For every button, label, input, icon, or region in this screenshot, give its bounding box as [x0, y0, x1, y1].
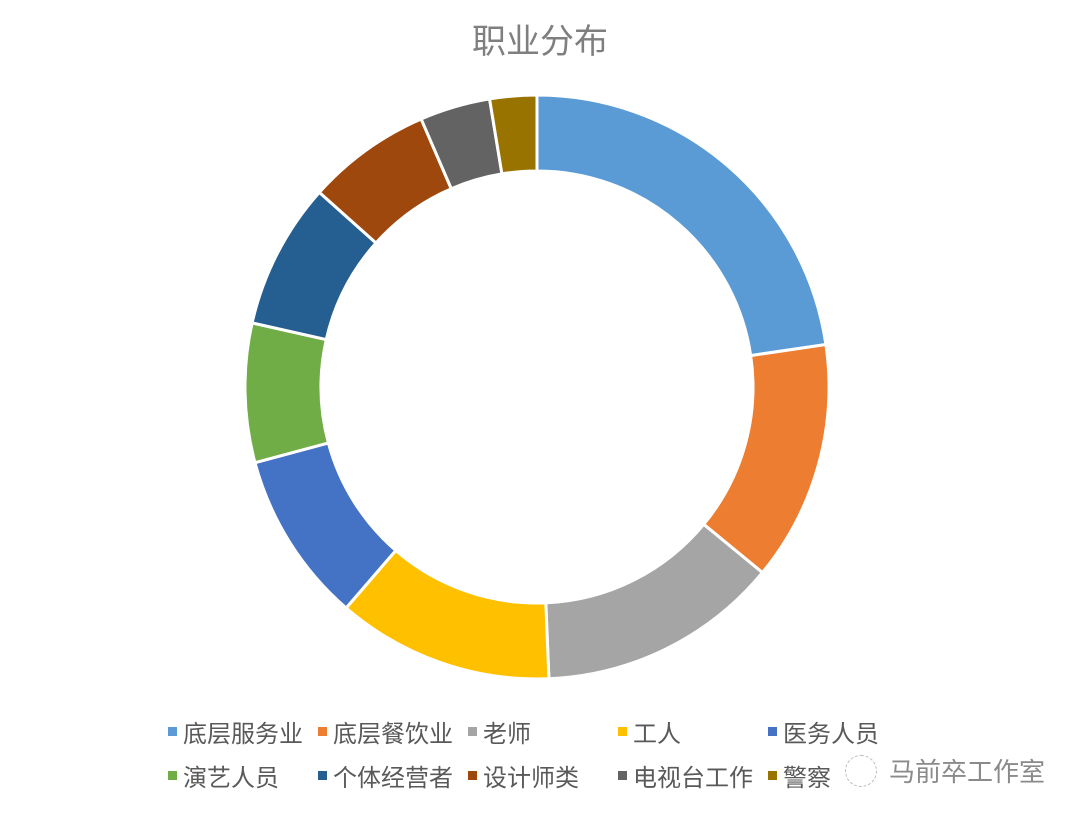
legend-swatch	[168, 770, 177, 780]
legend-swatch	[768, 726, 777, 736]
legend-item: 老师	[468, 716, 618, 748]
slice-3	[544, 522, 765, 681]
legend-item: 演艺人员	[168, 760, 318, 792]
legend-swatch	[618, 770, 627, 780]
watermark: 马前卒工作室	[845, 752, 1045, 789]
legend-swatch	[768, 770, 777, 780]
legend-label: 底层服务业	[183, 719, 303, 748]
legend-label: 工人	[633, 719, 681, 748]
legend-item: 设计师类	[468, 760, 618, 792]
legend-label: 医务人员	[783, 719, 879, 748]
legend-item: 电视台工作	[618, 760, 768, 792]
legend-swatch	[318, 726, 327, 736]
legend-item: 工人	[618, 716, 768, 748]
legend-label: 个体经营者	[333, 763, 453, 792]
watermark-text: 马前卒工作室	[889, 758, 1046, 788]
legend-item: 警察	[768, 760, 918, 792]
legend: 底层服务业 底层餐饮业 老师 工人 医务人员演艺人员 个体经营者 设计师类 电视台工作 警察	[168, 716, 928, 792]
chart-title: 职业分布	[472, 22, 608, 62]
legend-label: 警察	[783, 763, 831, 792]
slice-1	[535, 93, 828, 358]
wechat-icon	[845, 754, 877, 787]
slice-6	[243, 321, 331, 465]
legend-swatch	[318, 770, 327, 780]
legend-label: 演艺人员	[183, 763, 279, 792]
legend-item: 底层餐饮业	[318, 716, 468, 748]
slice-10	[487, 93, 539, 176]
legend-swatch	[618, 726, 627, 736]
legend-item: 底层服务业	[168, 716, 318, 748]
legend-item: 个体经营者	[318, 760, 468, 792]
legend-item: 医务人员	[768, 716, 918, 748]
legend-label: 老师	[483, 719, 531, 748]
legend-swatch	[468, 770, 477, 780]
legend-swatch	[468, 726, 477, 736]
legend-swatch	[168, 726, 177, 736]
legend-label: 底层餐饮业	[333, 719, 453, 748]
legend-label: 设计师类	[483, 763, 579, 792]
legend-label: 电视台工作	[633, 763, 753, 792]
